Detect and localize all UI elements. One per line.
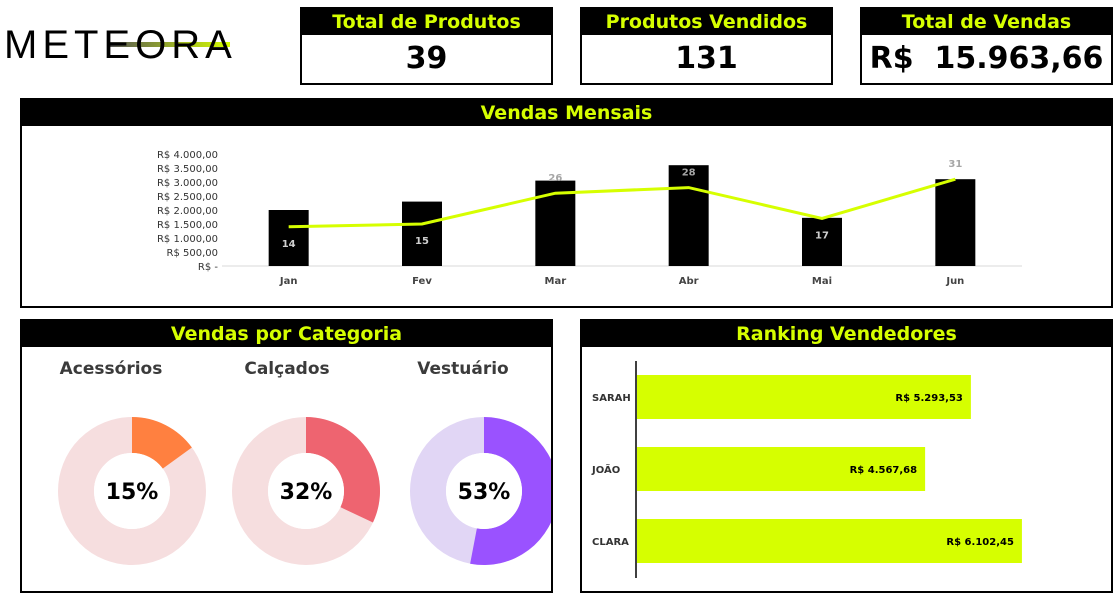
kpi-produtos-vendidos: Produtos Vendidos 131 xyxy=(580,7,833,85)
data-label: 17 xyxy=(815,230,829,241)
donut-percent-label: 15% xyxy=(106,480,159,505)
line-series-quantity xyxy=(288,177,956,229)
donut-slice-2 xyxy=(306,417,380,523)
category-label-vestuario: Vestuário xyxy=(417,359,509,379)
category-sales-panel: Vendas por Categoria Acessórios Calçados… xyxy=(20,319,553,593)
seller-ranking-chart: SARAH R$ 5.293,53 JOÃO R$ 4.567,68 CLARA R$ 6… xyxy=(591,361,1022,578)
kpi-value: 131 xyxy=(675,41,738,76)
ranking-value-label: R$ 6.102,45 xyxy=(946,537,1014,548)
bar-abr xyxy=(668,165,709,266)
donut-hole-2 xyxy=(268,453,344,529)
ranking-value-label: R$ 5.293,53 xyxy=(895,393,963,404)
kpi-title: Total de Produtos xyxy=(302,9,551,35)
ranking-name: JOÃO xyxy=(591,463,620,476)
donut-percent-label: 32% xyxy=(280,480,333,505)
y-tick-label: R$ 2.000,00 xyxy=(157,206,218,217)
donut-slice-1 xyxy=(132,417,192,469)
panel-title: Ranking Vendedores xyxy=(582,321,1111,347)
x-tick-label: Jun xyxy=(945,276,964,287)
data-label: 28 xyxy=(682,168,696,179)
kpi-total-vendas: Total de Vendas R$ 15.963,66 xyxy=(860,7,1113,85)
y-tick-label: R$ 1.000,00 xyxy=(157,234,218,245)
x-tick-label: Mar xyxy=(545,276,567,287)
bar-jan xyxy=(268,210,309,266)
bar-jun xyxy=(935,179,976,266)
ranking-bar xyxy=(637,447,926,491)
donut-hole-3 xyxy=(446,453,522,529)
data-label: 26 xyxy=(548,173,562,184)
panel-title: Vendas por Categoria xyxy=(22,321,551,347)
y-tick-label: R$ - xyxy=(198,262,218,273)
ranking-bar xyxy=(637,519,1022,563)
y-tick-label: R$ 3.500,00 xyxy=(157,164,218,175)
logo-accent-stripe xyxy=(110,42,230,47)
x-tick-label: Mai xyxy=(812,276,832,287)
meteora-logo: METEORA xyxy=(4,23,237,67)
x-tick-label: Fev xyxy=(412,276,432,287)
logo-wordmark: METEORA xyxy=(4,23,237,67)
donut-hole-1 xyxy=(94,453,170,529)
category-label-calcados: Calçados xyxy=(244,359,330,379)
y-tick-label: R$ 1.500,00 xyxy=(157,220,218,231)
category-donuts: 15% 32% 53% xyxy=(58,417,551,565)
ranking-value-label: R$ 4.567,68 xyxy=(850,465,918,476)
seller-ranking-panel: Ranking Vendedores SARAH R$ 5.293,53 JOÃO R… xyxy=(580,319,1113,593)
kpi-value: R$ 15.963,66 xyxy=(869,41,1104,76)
monthly-sales-chart: R$ 4.000,00 R$ 3.500,00 R$ 3.000,00 R$ 2.50… xyxy=(157,150,1022,287)
ranking-name: CLARA xyxy=(592,537,629,548)
donut-slice-3 xyxy=(470,417,551,565)
kpi-title: Produtos Vendidos xyxy=(582,9,831,35)
ranking-bar xyxy=(637,375,971,419)
y-tick-label: R$ 3.000,00 xyxy=(157,178,218,189)
data-label: 15 xyxy=(415,236,429,247)
y-tick-label: R$ 4.000,00 xyxy=(157,150,218,161)
ranking-name: SARAH xyxy=(592,393,631,404)
data-label: 31 xyxy=(948,159,962,170)
category-label-acessorios: Acessórios xyxy=(59,359,163,379)
kpi-value: 39 xyxy=(405,41,448,76)
data-label: 14 xyxy=(282,239,296,250)
y-tick-label: R$ 2.500,00 xyxy=(157,192,218,203)
monthly-sales-panel: Vendas Mensais R$ 4.000,00 R$ 3.500,00 R$ … xyxy=(20,98,1113,308)
x-tick-label: Jan xyxy=(279,276,298,287)
kpi-total-produtos: Total de Produtos 39 xyxy=(300,7,553,85)
donut-percent-label: 53% xyxy=(458,480,511,505)
x-tick-label: Abr xyxy=(679,276,699,287)
y-tick-label: R$ 500,00 xyxy=(167,248,218,259)
bar-mai xyxy=(802,217,842,266)
bar-fev xyxy=(402,201,442,266)
kpi-title: Total de Vendas xyxy=(862,9,1111,35)
panel-title: Vendas Mensais xyxy=(22,100,1111,126)
